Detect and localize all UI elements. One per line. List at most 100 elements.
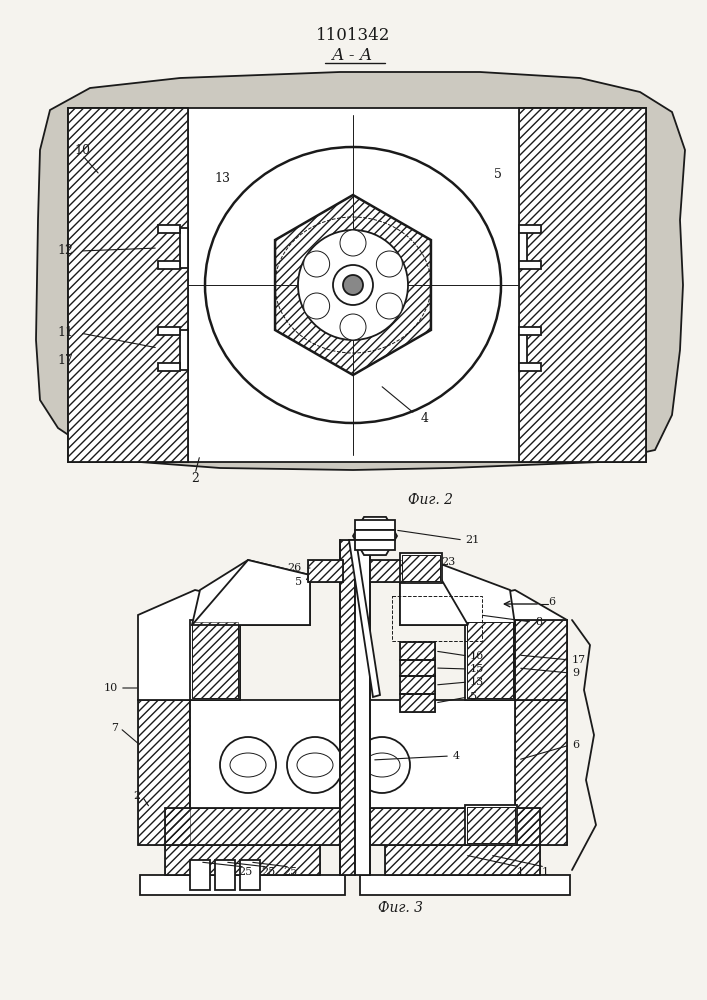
Text: 21: 21 [465,535,479,545]
Text: 25: 25 [238,867,252,877]
Ellipse shape [205,147,501,423]
Text: 12: 12 [57,243,73,256]
Text: 25: 25 [261,867,275,877]
Bar [355,520,395,530]
Polygon shape [353,517,397,555]
Circle shape [333,265,373,305]
Bar [165,845,320,875]
Bar [158,363,180,371]
Bar [192,622,238,698]
Text: 9: 9 [572,668,579,678]
Text: 6: 6 [572,740,579,750]
Ellipse shape [297,753,333,777]
Text: 10: 10 [104,683,118,693]
Text: 13: 13 [214,172,230,184]
Bar [519,330,527,370]
Polygon shape [468,590,567,700]
Circle shape [303,293,329,319]
Polygon shape [36,72,685,470]
Text: 1: 1 [542,867,549,877]
Polygon shape [400,560,515,625]
Bar [340,540,355,875]
Bar [370,560,405,582]
Bar [190,700,515,808]
Text: 5: 5 [470,692,477,702]
Bar [240,860,260,890]
Bar [519,228,527,268]
Bar [402,555,440,581]
Circle shape [287,737,343,793]
Text: 2: 2 [133,791,140,801]
Bar [68,108,646,462]
Text: 5: 5 [295,577,302,587]
Circle shape [298,230,408,340]
Polygon shape [192,560,310,625]
Text: 26: 26 [288,563,302,573]
Bar [519,225,541,233]
Bar [400,660,435,676]
Bar [158,225,180,233]
Bar [165,845,320,875]
Text: 16: 16 [470,651,484,661]
Text: 2: 2 [191,473,199,486]
Bar [400,694,435,712]
Bar [68,108,188,462]
Polygon shape [400,560,468,625]
Circle shape [340,230,366,256]
Polygon shape [349,540,380,697]
Bar [467,807,515,843]
Text: 17: 17 [572,655,586,665]
Text: 17: 17 [57,354,73,366]
Bar [519,363,541,371]
Bar [400,660,435,676]
Bar [355,540,395,550]
Bar [515,620,567,700]
Text: 5: 5 [494,168,502,182]
Bar [370,560,405,582]
Bar [402,555,440,581]
Text: 25: 25 [283,867,297,877]
Bar [467,807,515,843]
Text: Фиг. 3: Фиг. 3 [378,901,423,915]
Bar [519,327,541,335]
Text: 1101342: 1101342 [316,26,390,43]
Bar [465,620,515,700]
Bar [385,845,540,875]
Bar [519,108,646,462]
Circle shape [354,737,410,793]
Bar [400,676,435,694]
Text: 4: 4 [421,412,429,424]
Circle shape [340,314,366,340]
Bar [400,694,435,712]
Bar [392,596,482,641]
Text: Фиг. 2: Фиг. 2 [407,493,452,507]
Text: 23: 23 [441,557,455,567]
Bar [308,560,343,582]
Bar [140,875,345,895]
Circle shape [376,293,402,319]
Bar [465,805,517,845]
Text: А - А: А - А [332,47,374,64]
Bar [400,642,435,660]
Circle shape [376,251,402,277]
Bar [400,553,442,583]
Bar [515,700,567,845]
Bar [340,540,355,875]
Text: 4: 4 [453,751,460,761]
Bar [400,676,435,694]
Bar [158,261,180,269]
Bar [355,530,395,540]
Text: 7: 7 [111,723,118,733]
Bar [360,875,570,895]
Bar [467,622,513,698]
Bar [138,700,190,845]
Bar [467,622,513,698]
Circle shape [220,737,276,793]
Bar [180,228,188,268]
Text: 1: 1 [516,867,524,877]
Bar [158,327,180,335]
Bar [165,808,540,845]
Bar [400,642,435,660]
Ellipse shape [230,753,266,777]
Bar [180,330,188,370]
